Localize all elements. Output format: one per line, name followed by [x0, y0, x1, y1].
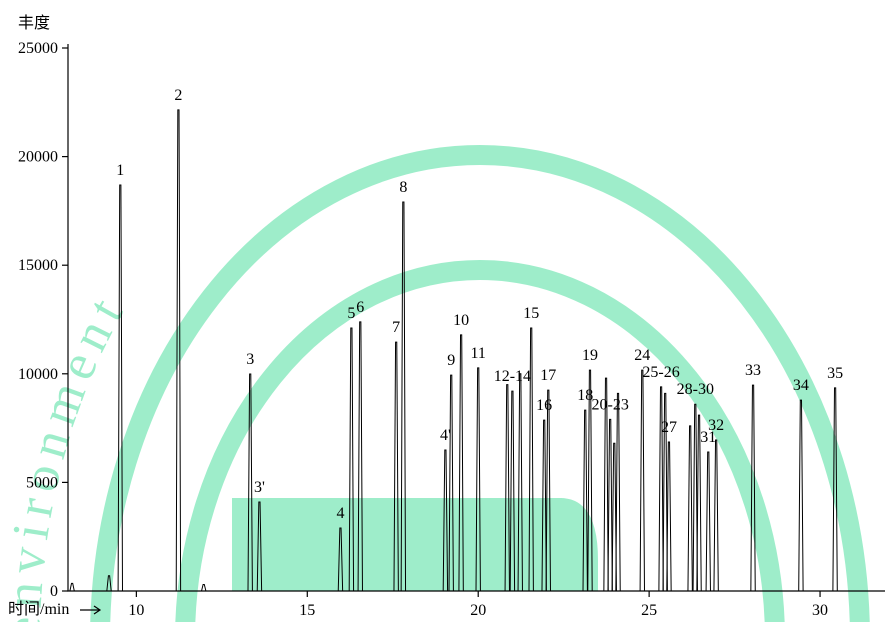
peak-label: 16: [536, 397, 552, 414]
y-axis-label: 丰度: [18, 14, 50, 32]
peak: [659, 387, 663, 591]
peak-label: 24: [634, 347, 650, 364]
watermark-text: environment: [0, 282, 138, 622]
peak-label: 2: [174, 87, 182, 104]
y-tick-label: 10000: [18, 366, 58, 383]
peak-label: 20-23: [591, 396, 628, 413]
peak-label: 15: [523, 305, 539, 322]
peak: [688, 426, 692, 591]
peak-label: 11: [471, 345, 486, 362]
chart: environment 丰度 时间/min 0 5000 10000 15000 200…: [0, 0, 885, 622]
peak-label: 4: [336, 505, 344, 522]
peak-label: 8: [399, 179, 407, 196]
peak: [608, 419, 612, 591]
peak: [667, 442, 671, 591]
peak-label: 1: [116, 162, 124, 179]
watermark-block: [232, 498, 562, 591]
peak-label: 25-26: [642, 364, 679, 381]
peak-label: 27: [661, 419, 677, 436]
peak-label: 19: [582, 347, 598, 364]
peak: [714, 440, 718, 591]
y-tick-label: 15000: [18, 257, 58, 274]
x-axis-label: 时间/min: [8, 600, 69, 618]
peak: [70, 583, 74, 591]
peak: [799, 400, 803, 591]
x-tick-label: 20: [470, 602, 486, 619]
x-tick-label: 15: [299, 602, 315, 619]
peak-label: 35: [827, 365, 843, 382]
peak: [202, 584, 206, 591]
x-tick-label: 30: [812, 602, 828, 619]
peak: [118, 185, 122, 591]
peak: [640, 370, 644, 591]
y-tick-label: 5000: [26, 474, 58, 491]
peak-label: 33: [745, 362, 761, 379]
peak-label: 12-14: [494, 368, 531, 385]
y-tick-label: 0: [50, 583, 58, 600]
peak-label: 17: [540, 367, 556, 384]
y-tick-label: 25000: [18, 40, 58, 57]
peak-label: 32: [708, 417, 724, 434]
x-tick-label: 10: [128, 602, 144, 619]
peak-label: 9: [447, 352, 455, 369]
peak-label: 3': [254, 479, 265, 496]
x-tick-label: 25: [641, 602, 657, 619]
peak-label: 34: [793, 377, 809, 394]
watermark-text: environment: [0, 282, 138, 622]
peak-label: 3: [246, 351, 254, 368]
peak-label: 5: [347, 305, 355, 322]
y-tick-label: 20000: [18, 149, 58, 166]
watermark-shapes: environment: [0, 80, 860, 622]
peak: [616, 393, 620, 591]
peak-label: 6: [356, 299, 364, 316]
peak-label: 7: [392, 319, 400, 336]
peak-label: 4': [440, 427, 451, 444]
peak-label: 28-30: [677, 381, 714, 398]
peak: [706, 452, 710, 591]
peak-label: 10: [453, 312, 469, 329]
